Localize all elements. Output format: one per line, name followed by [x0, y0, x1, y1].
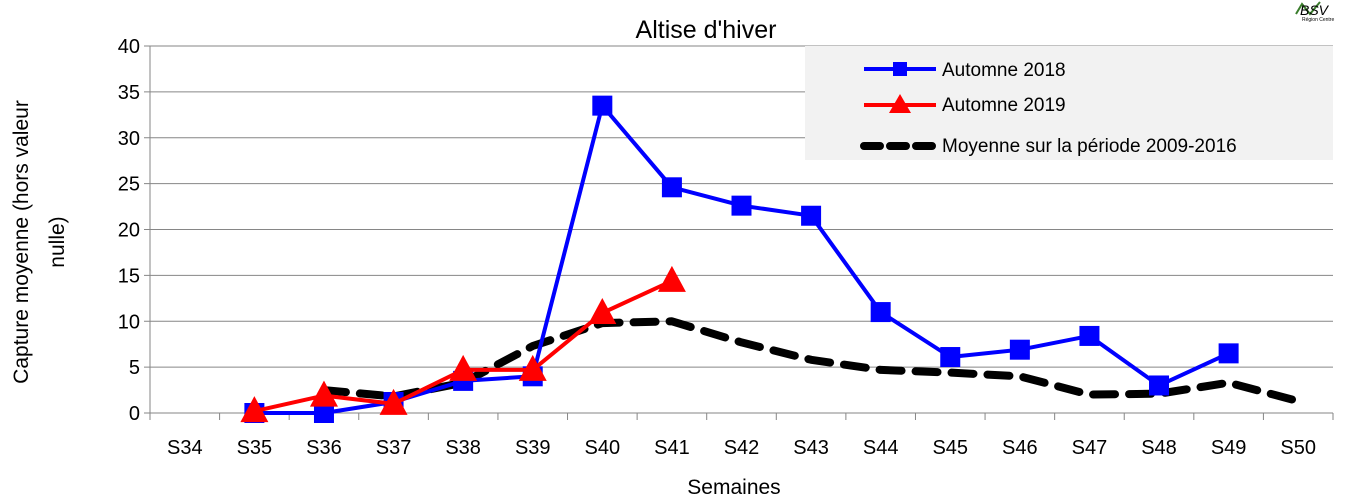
legend-swatch-triangle-icon	[889, 94, 911, 113]
data-point-square	[661, 177, 682, 198]
data-point-square	[1149, 375, 1170, 396]
data-point-square	[731, 195, 752, 216]
data-point-square	[801, 205, 822, 226]
y-tick-label: 0	[129, 403, 140, 425]
x-tick-label: S34	[167, 437, 203, 459]
x-tick-label: S50	[1280, 437, 1316, 459]
x-tick-label: S49	[1211, 437, 1247, 459]
data-point-triangle	[449, 354, 478, 381]
x-axis-label: Semaines	[687, 476, 780, 499]
data-point-square	[1218, 343, 1239, 364]
data-point-square	[940, 347, 961, 368]
bsv-logo-icon: BSV Région Centre	[1295, 1, 1334, 23]
grid-lines	[150, 45, 1333, 368]
x-tick-label: S43	[793, 437, 829, 459]
series-layer	[240, 95, 1303, 423]
x-tick-label: S38	[445, 437, 481, 459]
data-point-square	[313, 403, 334, 423]
x-tick-label: S47	[1072, 437, 1108, 459]
legend-label: Automne 2019	[942, 95, 1066, 116]
data-point-triangle	[518, 354, 547, 381]
y-tick-label: 40	[118, 36, 140, 58]
x-tick-label: S36	[306, 437, 342, 459]
series-automne-2019	[240, 265, 686, 423]
axes	[144, 45, 1334, 420]
data-point-triangle	[657, 265, 686, 292]
y-tick-label: 20	[118, 220, 140, 242]
data-point-triangle	[588, 297, 617, 324]
data-point-square	[1079, 325, 1100, 346]
series-line	[253, 279, 673, 414]
legend-swatch-square-icon	[893, 62, 907, 76]
logo-subtext: Région Centre	[1302, 17, 1334, 23]
chart-title: Altise d'hiver	[636, 16, 777, 44]
y-tick-label: 30	[118, 128, 140, 150]
y-axis-label-line1: Capture moyenne (hors valeur	[10, 100, 33, 384]
y-axis-label: Capture moyenne (hors valeur nulle)	[10, 100, 69, 384]
x-tick-label: S35	[237, 437, 273, 459]
x-tick-label: S42	[724, 437, 760, 459]
data-point-triangle	[379, 388, 408, 415]
legend-label: Moyenne sur la période 2009-2016	[942, 136, 1237, 157]
legend: Automne 2018 Automne 2019 Moyenne sur la…	[805, 46, 1333, 160]
legend-item-moyenne: Moyenne sur la période 2009-2016	[860, 136, 1237, 157]
x-tick-label: S45	[932, 437, 968, 459]
legend-item-automne-2019: Automne 2019	[864, 94, 1066, 116]
y-axis-label-line2: nulle)	[46, 216, 69, 267]
x-tick-label: S40	[585, 437, 621, 459]
x-tick-label: S39	[515, 437, 551, 459]
x-tick-labels: S34 S35 S36 S37 S38 S39 S40 S41 S42 S43 S44 S45 S46 S…	[167, 437, 1316, 459]
x-tick-label: S48	[1141, 437, 1177, 459]
x-tick-label: S44	[863, 437, 899, 459]
x-tick-label: S37	[376, 437, 412, 459]
y-tick-labels: 0 5 10 15 20 25 30 35 40	[118, 36, 140, 425]
y-tick-label: 10	[118, 311, 140, 333]
data-point-square	[1009, 339, 1030, 360]
x-tick-label: S41	[654, 437, 690, 459]
y-tick-label: 5	[129, 357, 140, 379]
legend-label: Automne 2018	[942, 60, 1066, 81]
data-point-triangle	[309, 380, 338, 407]
data-point-square	[592, 95, 613, 116]
data-point-square	[870, 302, 891, 323]
legend-item-automne-2018: Automne 2018	[864, 60, 1066, 81]
y-tick-label: 15	[118, 265, 140, 287]
logo-text: BSV	[1300, 2, 1330, 18]
y-tick-label: 25	[118, 174, 140, 196]
y-tick-label: 35	[118, 82, 140, 104]
data-point-triangle	[240, 396, 269, 423]
x-tick-label: S46	[1002, 437, 1038, 459]
